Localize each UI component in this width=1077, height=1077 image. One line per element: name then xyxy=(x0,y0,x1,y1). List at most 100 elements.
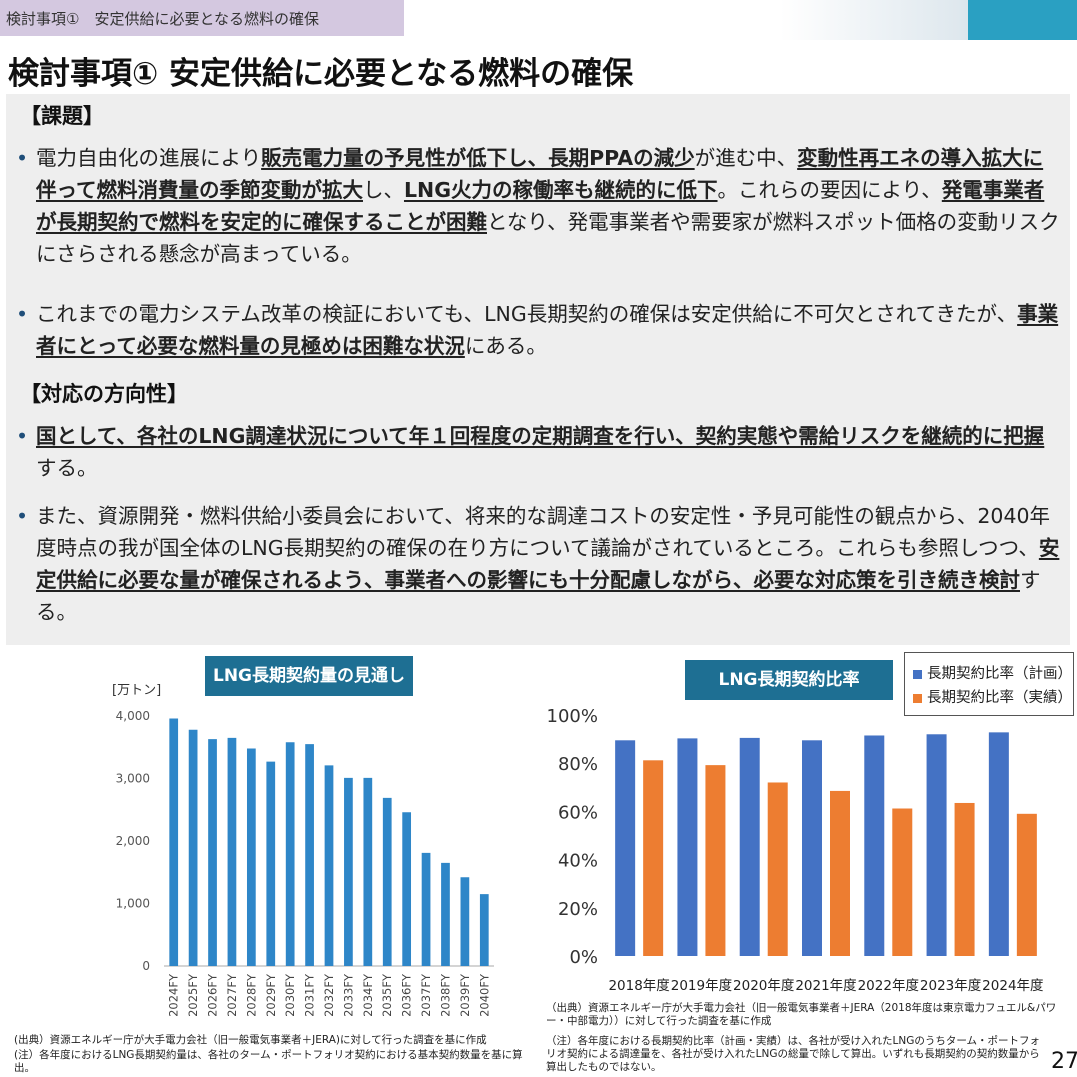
y-tick-label: 3,000 xyxy=(116,772,150,786)
x-tick-label: 2026FY xyxy=(206,973,220,1017)
legend-swatch-actual xyxy=(913,693,922,703)
right-chart-title: LNG長期契約比率 xyxy=(685,660,893,700)
legend-swatch-plan xyxy=(913,669,922,679)
x-tick-label: 2031FY xyxy=(303,973,317,1017)
emphasis-text: LNG火力の稼働率も継続的に低下 xyxy=(403,178,718,202)
x-tick-label: 2037FY xyxy=(419,973,433,1017)
bar-plan xyxy=(988,732,1009,956)
y-tick-label: 1,000 xyxy=(116,897,150,911)
lng-volume-chart: [万トン] 0 1,000 2,000 3,000 4,000 2024FY 2025FY 20… xyxy=(112,683,494,1017)
y-tick-label: 60% xyxy=(558,802,598,823)
right-source-note: （出典）資源エネルギー庁が大手電力会社（旧一般電気事業者＋JERA（2018年度… xyxy=(546,1002,1057,1027)
emphasis-text: 変動性再エネの導入拡大に伴って燃料消費量の季節変動が拡大 xyxy=(36,146,1044,202)
y-tick-label: 20% xyxy=(558,899,598,920)
bar xyxy=(208,739,217,966)
x-tick-label: 2035FY xyxy=(380,973,394,1017)
bar xyxy=(479,894,489,966)
left-chart-title: LNG長期契約量の見通し xyxy=(205,656,413,696)
bar-plan xyxy=(802,740,822,956)
page-title: 検討事項① 安定供給に必要となる燃料の確保 xyxy=(8,56,634,92)
body-text: また、資源開発・燃料供給小委員会において、将来的な調達コストの安定性・予見可能性… xyxy=(36,504,1051,560)
bar-actual xyxy=(643,760,664,956)
x-tick-label: 2036FY xyxy=(400,973,414,1017)
bar-actual xyxy=(1016,813,1037,956)
bar xyxy=(402,812,412,966)
bar-plan xyxy=(677,738,698,956)
body-text: し、 xyxy=(362,178,404,202)
breadcrumb: 検討事項① 安定供給に必要となる燃料の確保 xyxy=(6,10,319,28)
bar xyxy=(382,797,392,966)
x-tick-label: 2021年度 xyxy=(795,978,856,994)
direction-bullet-1: • 国として、各社のLNG調達状況について年１回程度の定期調査を行い、契約実態や… xyxy=(16,420,1060,484)
x-tick-label: 2019年度 xyxy=(671,978,732,994)
emphasis-text: 国として、各社のLNG調達状況について年１回程度の定期調査を行い、契約実態や需給… xyxy=(36,424,1045,448)
x-tick-label: 2029FY xyxy=(264,973,278,1017)
x-tick-label: 2018年度 xyxy=(608,978,669,994)
body-text: する。 xyxy=(36,456,98,480)
bar-actual xyxy=(705,765,726,956)
x-tick-label: 2027FY xyxy=(225,973,239,1017)
bullet-dot: • xyxy=(16,424,29,448)
bar xyxy=(266,761,276,966)
x-tick-label: 2033FY xyxy=(341,973,355,1017)
emphasis-text: 安定供給に必要な量が確保されるよう、事業者への影響にも十分配慮しながら、必要な対… xyxy=(36,536,1060,592)
issue-bullet-1: • 電力自由化の進展により販売電力量の予見性が低下し、長期PPAの減少が進む中、… xyxy=(16,142,1060,270)
bullet-dot: • xyxy=(16,504,29,528)
y-tick-label: 4,000 xyxy=(116,709,150,723)
bar xyxy=(344,777,353,966)
body-text: 。これらの要因により、 xyxy=(717,178,942,202)
x-tick-label: 2038FY xyxy=(438,973,452,1017)
body-text: となり、発電事業者や需要家が燃料スポット価格の変動リスクにさらされる懸念が高まっ… xyxy=(36,210,1060,266)
body-text: 電力自由化の進展により xyxy=(36,146,262,170)
y-tick-label: 80% xyxy=(558,754,598,775)
bullet-dot: • xyxy=(16,146,29,170)
y-tick-label: 0% xyxy=(569,947,598,968)
x-tick-label: 2032FY xyxy=(322,973,336,1017)
x-tick-label: 2034FY xyxy=(361,973,375,1017)
bar-actual xyxy=(954,802,975,956)
bar-actual xyxy=(830,790,850,956)
direction-bullet-2: • また、資源開発・燃料供給小委員会において、将来的な調達コストの安定性・予見可… xyxy=(16,500,1060,628)
header-accent-block xyxy=(968,0,1077,40)
emphasis-text: 事業者にとって必要な燃料量の見極めは困難な状況 xyxy=(36,302,1059,358)
bar xyxy=(305,744,314,966)
body-text: が進む中、 xyxy=(694,146,798,170)
content-panel xyxy=(6,94,1070,645)
x-tick-label: 2039FY xyxy=(458,973,472,1017)
y-tick-label: 2,000 xyxy=(116,834,150,848)
bar-plan xyxy=(864,735,885,956)
y-tick-label: 40% xyxy=(558,851,598,872)
bar-actual xyxy=(767,782,788,956)
page-number: 27 xyxy=(1051,1049,1077,1074)
bullet-dot: • xyxy=(16,302,29,326)
emphasis-text: 販売電力量の予見性が低下し、長期PPAの減少 xyxy=(261,146,695,170)
bar xyxy=(285,742,295,966)
bar xyxy=(421,852,431,966)
x-tick-label: 2030FY xyxy=(283,973,297,1017)
legend-item-actual: 長期契約比率（実績） xyxy=(913,686,1072,707)
bar-plan xyxy=(926,734,947,956)
issue-bullet-2: • これまでの電力システム改革の検証においても、LNG長期契約の確保は安定供給に… xyxy=(16,298,1060,362)
direction-heading: 【対応の方向性】 xyxy=(20,382,188,406)
chart-legend: 長期契約比率（計画） 長期契約比率（実績） xyxy=(904,652,1074,716)
left-footnote: (注）各年度におけるLNG長期契約量は、各社のターム・ポートフォリオ契約における… xyxy=(14,1049,523,1074)
bar xyxy=(227,737,237,966)
breadcrumb-bar: 検討事項① 安定供給に必要となる燃料の確保 xyxy=(0,0,404,36)
x-tick-label: 2022年度 xyxy=(858,978,919,994)
body-text: する。 xyxy=(36,568,1041,624)
y-axis-unit-label: [万トン] xyxy=(112,683,161,698)
x-tick-label: 2024年度 xyxy=(982,978,1043,994)
right-footnote: （注）各年度における長期契約比率（計画・実績）は、各社が受け入れたLNGのうちタ… xyxy=(546,1035,1041,1073)
body-text: にある。 xyxy=(464,334,547,358)
bar xyxy=(188,729,198,966)
bar-plan xyxy=(739,737,760,956)
x-tick-label: 2020年度 xyxy=(733,978,794,994)
issue-heading: 【課題】 xyxy=(20,104,104,128)
bar xyxy=(460,877,470,966)
lng-ratio-chart: 0% 20% 40% 60% 80% 100% 2018年度 2019年度 2020年度 2021… xyxy=(547,706,1044,994)
left-source-note: (出典）資源エネルギー庁が大手電力会社（旧一般電気事業者＋JERA)に対して行っ… xyxy=(14,1034,487,1046)
bar xyxy=(363,777,373,966)
emphasis-text: 発電事業者が長期契約で燃料を安定的に確保することが困難 xyxy=(36,178,1045,234)
bar xyxy=(246,748,256,966)
x-tick-label: 2024FY xyxy=(167,973,181,1017)
